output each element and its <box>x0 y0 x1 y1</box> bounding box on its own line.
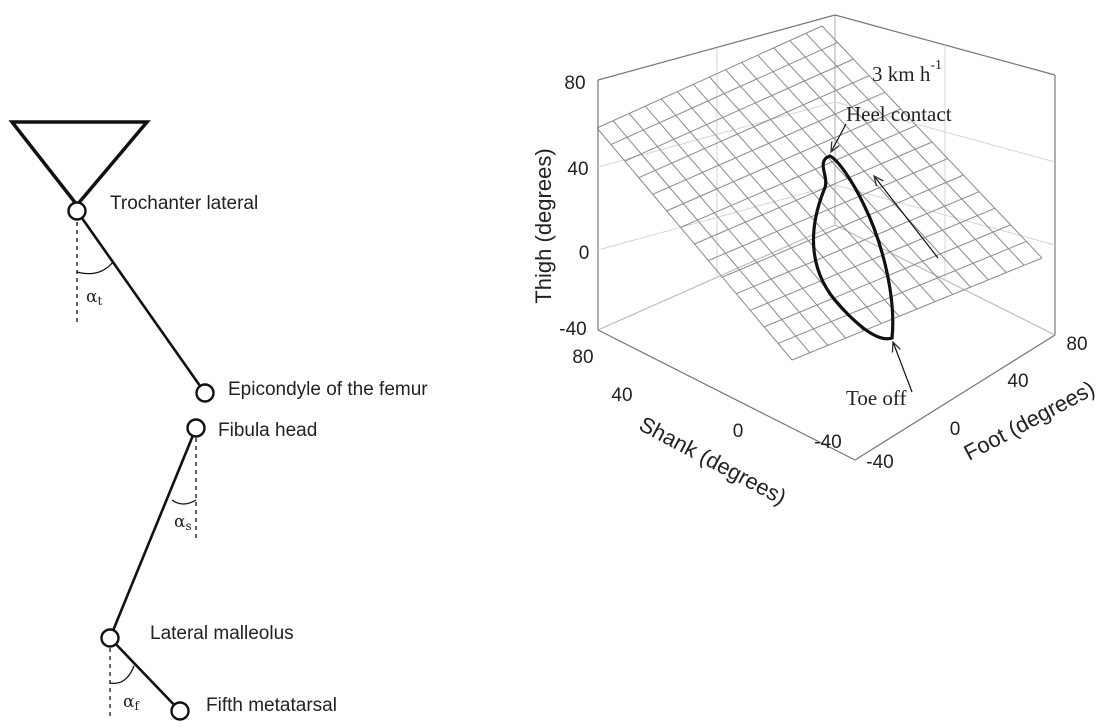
plane-grid-line <box>694 141 933 245</box>
shank-tick-label: 80 <box>572 347 593 368</box>
arrow <box>831 123 847 152</box>
angle-subscript: f <box>134 699 140 713</box>
plane-grid-line <box>777 240 1027 344</box>
plane-grid-line <box>791 257 1043 361</box>
gait-loop <box>811 123 939 393</box>
pelvis <box>8 120 151 208</box>
angle-label: αt <box>86 287 102 308</box>
angle-subscript: s <box>185 519 191 533</box>
angle-subscript: t <box>97 294 102 308</box>
covariation-plane <box>596 25 1043 361</box>
shank-axis-label: Shank (degrees) <box>635 411 790 509</box>
landmark-label: Epicondyle of the femur <box>228 379 428 400</box>
shank-segment <box>108 427 198 639</box>
box-edge <box>597 329 856 461</box>
speed-annotation: 3 km h-1 <box>872 58 942 86</box>
foot-tick-label: -40 <box>866 452 893 473</box>
angle-arc <box>171 499 197 505</box>
segment-labels: Trochanter lateral Epicondyle of the fem… <box>86 193 428 716</box>
z-tick-label: 0 <box>579 243 590 264</box>
z-tick-label: -40 <box>559 319 586 340</box>
thigh-segment <box>75 210 207 394</box>
marker-joint <box>195 383 215 403</box>
shank-tick-label: 40 <box>611 385 632 406</box>
angle-symbol: α <box>86 287 98 307</box>
loop-trajectory <box>811 154 895 341</box>
speed-text: 3 km h <box>872 62 931 86</box>
heel-annotation: Heel contact <box>846 102 952 126</box>
angle-arc <box>109 665 135 685</box>
marker-joint <box>186 418 206 438</box>
angle-label: αs <box>174 512 192 533</box>
foot-segment <box>109 637 181 712</box>
angle-symbol: α <box>123 692 135 712</box>
plane-grid-line <box>821 25 1043 259</box>
landmark-label: Lateral malleolus <box>150 623 294 644</box>
z-tick-label: 40 <box>567 159 588 180</box>
plane-grid-line <box>725 69 936 303</box>
marker-joint <box>170 701 190 721</box>
arrow <box>893 342 913 393</box>
plane-grid-line <box>789 40 1007 273</box>
speed-exponent: -1 <box>930 58 942 73</box>
angle-arc <box>76 261 114 275</box>
foot-tick-label: 0 <box>950 419 961 440</box>
angle-label: αf <box>123 692 140 713</box>
toe-annotation: Toe off <box>846 386 907 410</box>
foot-tick-label: 80 <box>1066 334 1087 355</box>
landmark-label: Trochanter lateral <box>110 193 258 214</box>
foot-tick-label: 40 <box>1007 371 1028 392</box>
box-edge <box>854 334 1056 461</box>
plane-grid-line <box>750 207 996 311</box>
plot-box <box>597 14 1056 461</box>
plane-grid-line <box>741 62 954 295</box>
z-tick-label: 80 <box>564 73 585 94</box>
shank-tick-label: -40 <box>814 432 841 453</box>
segment-diagram <box>8 120 215 721</box>
direction-arrow <box>874 176 939 259</box>
plane-grid-line <box>736 191 980 295</box>
plane-grid-line <box>773 47 989 281</box>
plane-grid-line <box>805 32 1025 266</box>
angle-symbol: α <box>174 512 186 532</box>
box-edge <box>597 14 836 81</box>
landmark-label: Fifth metatarsal <box>206 695 337 716</box>
shank-tick-label: 0 <box>733 421 744 442</box>
marker-joint <box>67 201 87 221</box>
marker-joint <box>100 628 120 648</box>
foot-axis-label: Foot (degrees) <box>960 376 1099 466</box>
plane-grid-line <box>708 158 948 262</box>
landmark-label: Fibula head <box>218 420 317 441</box>
z-axis-label: Thigh (degrees) <box>531 148 556 303</box>
plane-grid-line <box>757 54 971 288</box>
plane-grid-line <box>722 174 964 278</box>
plot-text: 80 40 0 -40 Thigh (degrees) 80 40 0 -40 … <box>531 58 1099 510</box>
